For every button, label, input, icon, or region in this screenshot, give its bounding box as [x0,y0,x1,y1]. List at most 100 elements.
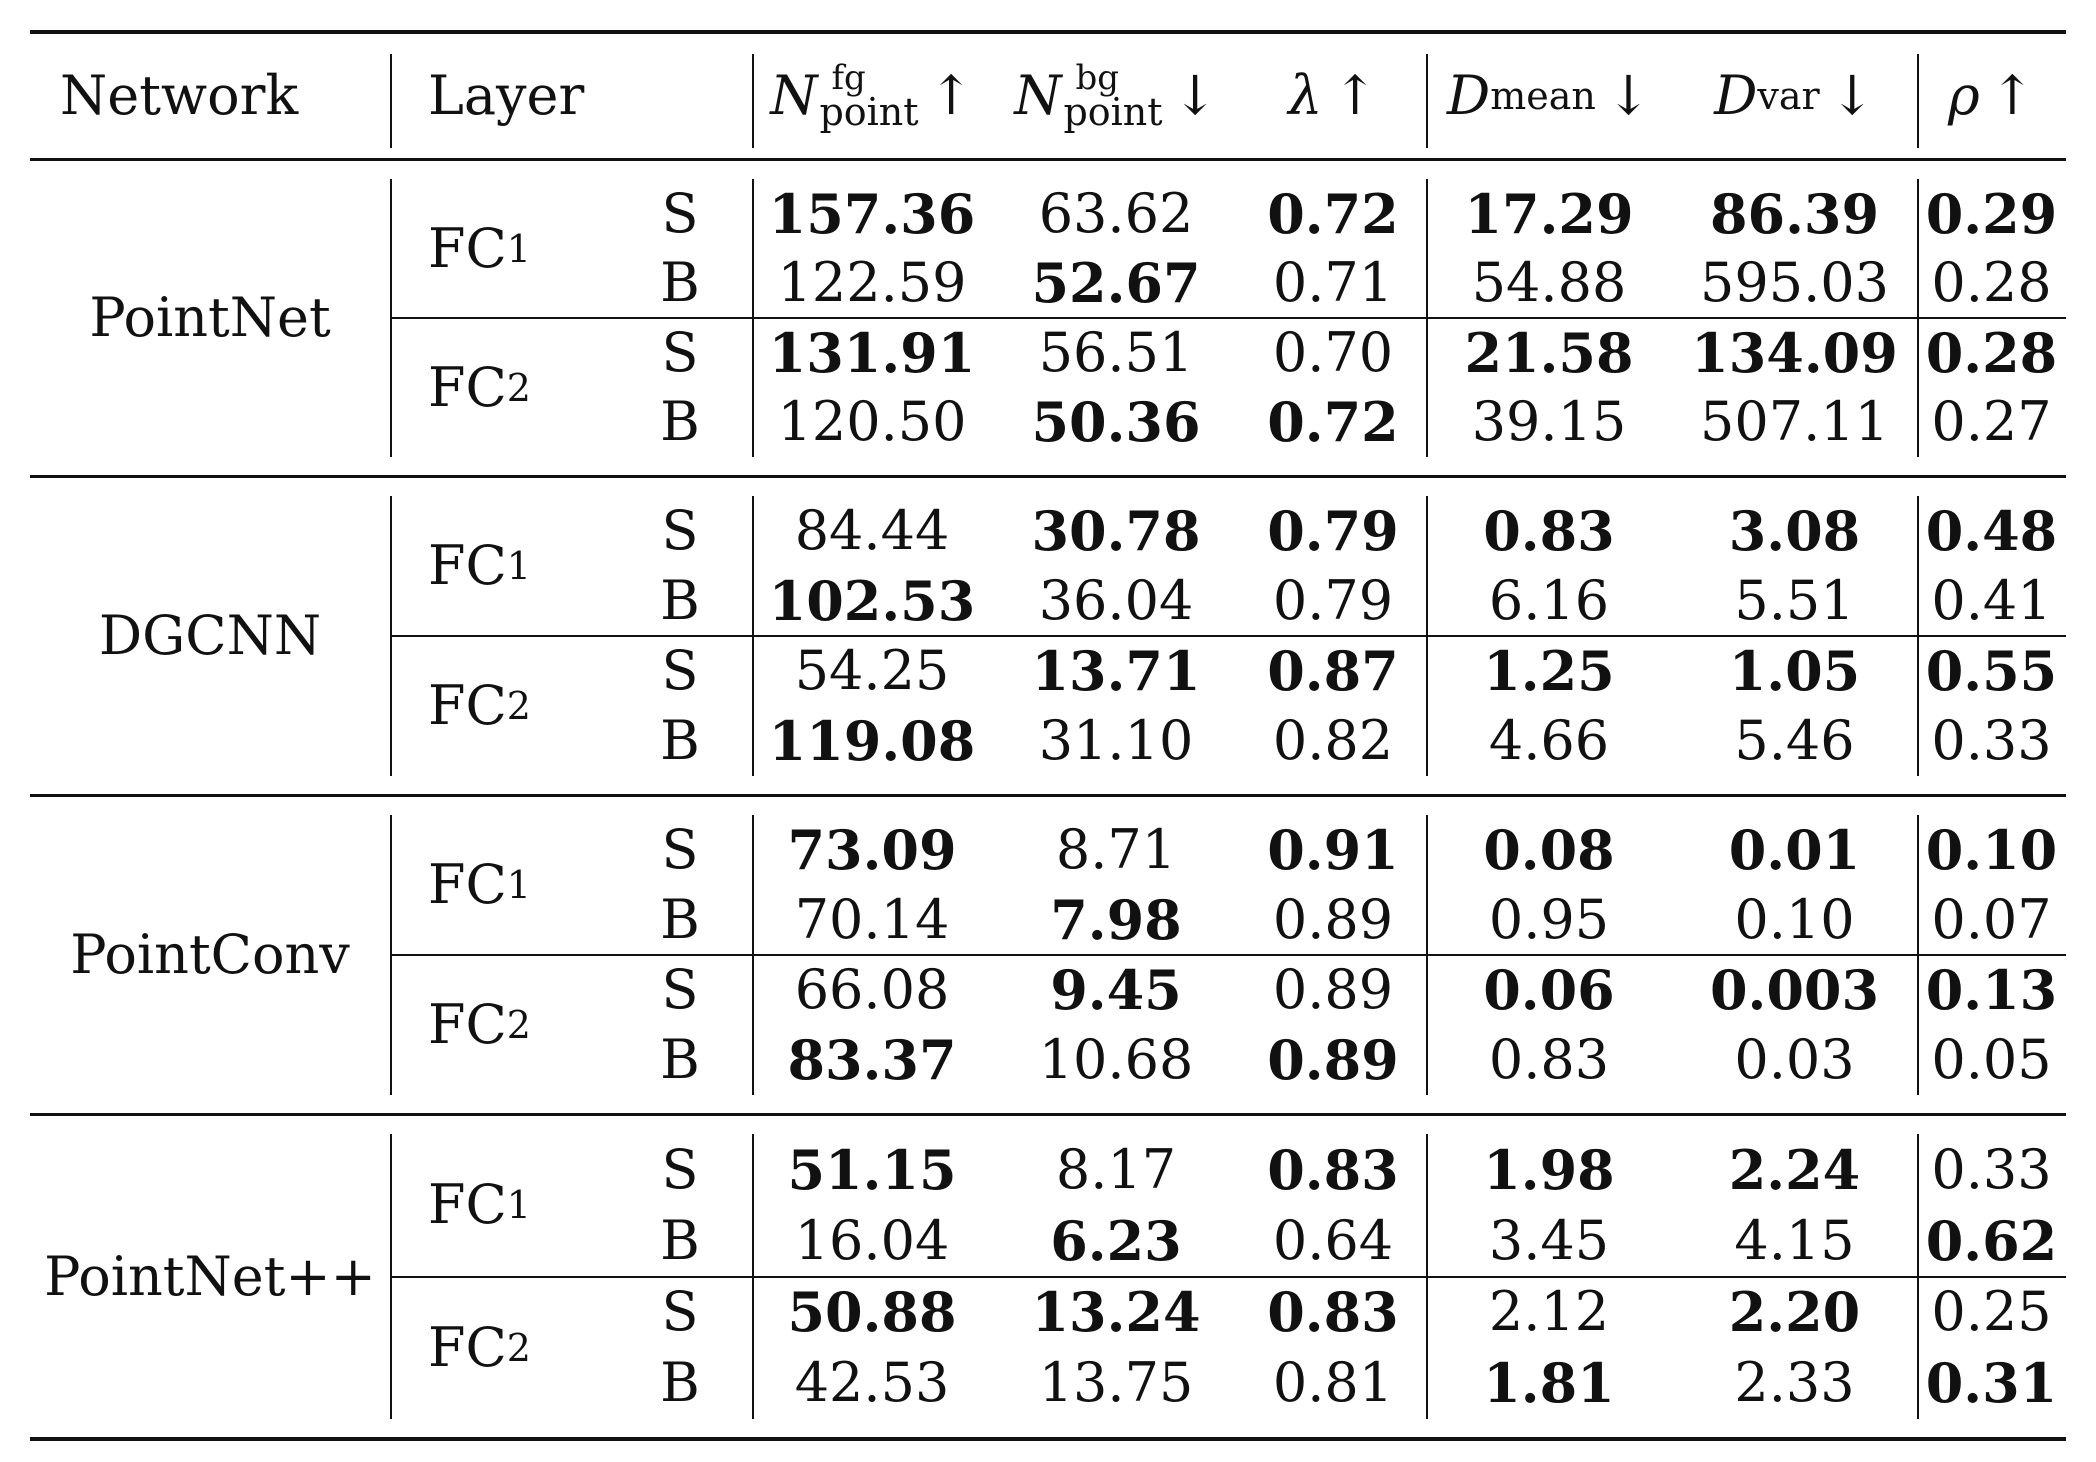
table-cell-value: 0.83 [1488,1028,1610,1091]
header-rho-symbol: ρ [1948,64,1980,127]
table-cell: 36.04 [992,566,1240,636]
table-cell-value: 0.89 [1272,888,1394,951]
table-cell-value: 51.15 [787,1137,957,1202]
table-cell: 0.70 [1240,318,1426,388]
row-tag: B [640,388,720,458]
header-lambda-arrow: ↑ [1332,64,1378,127]
row-tag-text: S [661,499,699,562]
table-cell: 3.08 [1672,496,1917,566]
table-cell: 1.05 [1672,636,1917,706]
table-cell: 0.79 [1240,496,1426,566]
table-cell-value: 0.25 [1931,1280,2052,1344]
table-cell-value: 4.15 [1734,1208,1855,1272]
table-cell: 0.08 [1426,815,1672,885]
table-cell-value: 0.71 [1272,251,1394,315]
table-cell-value: 21.58 [1464,320,1634,385]
table-cell: 0.28 [1917,318,2066,388]
table-cell-value: 0.33 [1931,1137,2052,1201]
table-cell-value: 0.29 [1925,181,2058,246]
table-cell: 119.08 [752,706,992,776]
table-cell: 54.25 [752,636,992,706]
table-cell-value: 0.72 [1267,181,1399,246]
table-cell-value: 0.82 [1272,709,1394,772]
table-cell: 0.71 [1240,249,1426,319]
layer-name-sub: 2 [506,684,531,728]
table-cell-value: 86.39 [1709,181,1880,246]
table-cell: 0.13 [1917,955,2066,1025]
table-cell-value: 56.51 [1038,320,1194,384]
table-cell-value: 0.41 [1931,569,2052,632]
table-cell-value: 0.07 [1931,888,2052,951]
layer-separator [390,317,2066,319]
table-cell-value: 3.45 [1488,1208,1610,1272]
layer-name-text: FC [428,534,507,597]
table-cell: 0.81 [1240,1348,1426,1419]
table-cell-value: 2.20 [1728,1280,1861,1345]
row-tag: S [640,179,720,249]
header-nfg-sub: point [819,90,919,135]
table-cell-value: 1.25 [1483,639,1615,703]
table-cell: 0.10 [1672,885,1917,955]
table-cell: 8.71 [992,815,1240,885]
table-cell-value: 0.03 [1734,1028,1855,1091]
table-cell: 131.91 [752,318,992,388]
header-vline [390,54,392,148]
header-lambda-symbol: λ [1288,64,1323,127]
row-tag-text: S [661,320,699,384]
table-cell-value: 0.64 [1272,1208,1394,1272]
table-cell: 0.89 [1240,1025,1426,1095]
table-cell-value: 1.05 [1728,639,1861,703]
network-name: DGCNN [30,478,390,794]
table-cell: 5.46 [1672,706,1917,776]
table-cell: 3.45 [1426,1205,1672,1276]
header-nbg-arrow: ↓ [1172,64,1218,127]
table-cell-value: 0.89 [1267,1028,1399,1092]
table-cell-value: 39.15 [1471,390,1627,454]
table-cell: 0.07 [1917,885,2066,955]
table-cell: 9.45 [992,955,1240,1025]
table-cell-value: 3.08 [1728,499,1861,563]
table-cell: 0.83 [1240,1134,1426,1205]
layer-name: FC 1 [428,496,560,636]
layer-name-sub: 2 [506,1325,531,1370]
layer-name-sub: 2 [506,1003,531,1047]
table-cell: 2.33 [1672,1348,1917,1419]
layer-name: FC 2 [428,955,560,1095]
table-cell-value: 8.71 [1055,818,1177,881]
table-cell-value: 63.62 [1038,181,1194,245]
table-cell-value: 5.46 [1734,709,1855,772]
header-layer: Layer [428,34,752,158]
header-network: Network [60,34,390,158]
network-name-text: PointNet++ [44,1244,376,1308]
header-vline [1917,54,1919,148]
row-tag-text: S [661,958,699,1021]
row-tag-text: B [660,569,700,632]
table-cell: 2.12 [1426,1277,1672,1348]
table-cell: 8.17 [992,1134,1240,1205]
table-cell-value: 0.10 [1734,888,1855,951]
header-nbg-sub: point [1063,90,1163,135]
table-cell: 0.31 [1917,1348,2066,1419]
row-tag-text: B [660,1208,700,1272]
table-cell-value: 131.91 [768,320,976,385]
table-cell: 1.98 [1426,1134,1672,1205]
table-cell-value: 16.04 [794,1208,950,1272]
table-cell-value: 507.11 [1700,390,1889,454]
table-cell-value: 13.24 [1031,1280,1201,1345]
table-cell-value: 4.66 [1488,709,1610,772]
network-name: PointNet [30,161,390,475]
table-cell-value: 70.14 [794,888,950,951]
table-cell: 0.05 [1917,1025,2066,1095]
table-cell-value: 119.08 [768,709,976,773]
table-cell-value: 6.16 [1488,569,1610,632]
bottom-rule [30,1437,2066,1441]
table-cell-value: 0.79 [1272,569,1394,632]
header-rule [30,158,2066,161]
table-cell: 73.09 [752,815,992,885]
header-nfg-sup: fg [831,57,866,98]
top-rule [30,30,2066,34]
table-cell: 0.55 [1917,636,2066,706]
table-cell: 0.003 [1672,955,1917,1025]
table-cell-value: 0.01 [1728,818,1861,882]
